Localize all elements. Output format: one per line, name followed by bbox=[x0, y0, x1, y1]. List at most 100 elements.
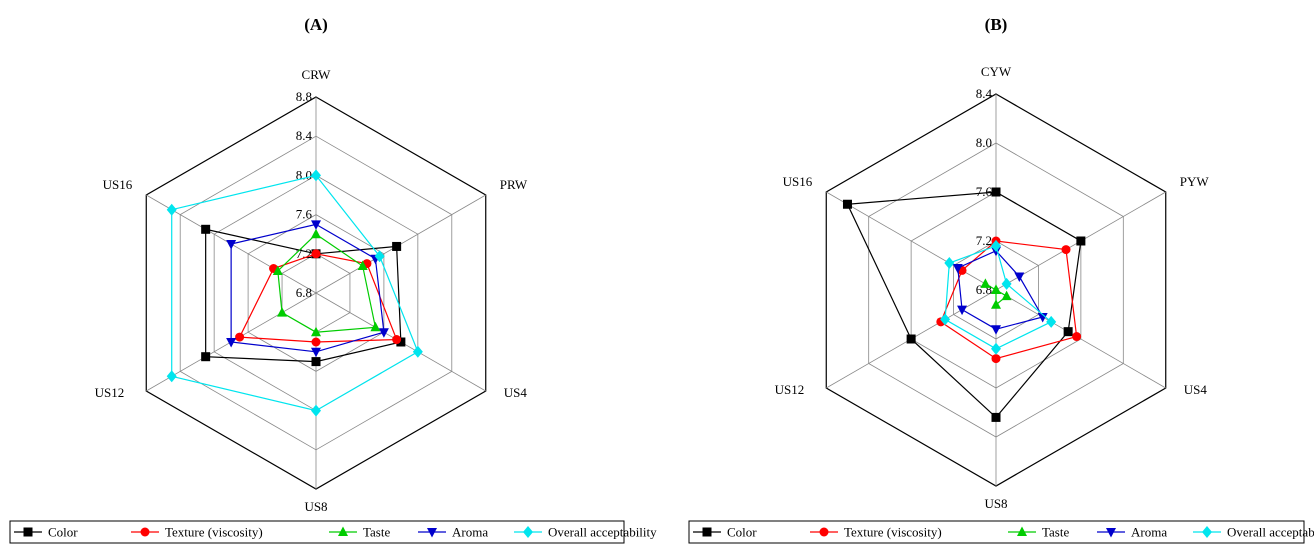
data-point-us12 bbox=[940, 313, 951, 326]
data-point-pyw bbox=[1001, 277, 1012, 290]
series-overall-acceptability bbox=[166, 169, 423, 417]
legend-box bbox=[9, 520, 625, 544]
data-point-pyw bbox=[1014, 272, 1025, 283]
data-point-us8 bbox=[311, 357, 321, 367]
legend: Color Texture (viscosity) Taste Aroma Overal… bbox=[688, 520, 1314, 544]
axis-label-us4: US4 bbox=[1184, 382, 1208, 397]
legend-marker bbox=[23, 527, 33, 537]
data-point-us16 bbox=[226, 240, 237, 250]
legend-marker bbox=[702, 527, 712, 537]
legend: Color Texture (viscosity) Taste Aroma Overal… bbox=[9, 520, 657, 544]
grid-spoke bbox=[826, 191, 997, 291]
axis-label-cyw: CYW bbox=[981, 64, 1012, 79]
data-point-prw bbox=[374, 250, 385, 263]
legend-marker bbox=[523, 526, 533, 538]
data-point-prw bbox=[392, 241, 402, 251]
data-point-us12 bbox=[277, 307, 288, 317]
tick-label: 8.8 bbox=[296, 89, 312, 104]
data-point-us16 bbox=[166, 203, 177, 216]
tick-label: 8.4 bbox=[976, 86, 993, 101]
axis-label-us8: US8 bbox=[984, 496, 1007, 511]
data-point-crw bbox=[311, 169, 321, 182]
data-point-us4 bbox=[1046, 315, 1057, 328]
legend-item-aroma: Aroma bbox=[1097, 525, 1167, 540]
data-point-us4 bbox=[1063, 327, 1073, 337]
axis-label-prw: PRW bbox=[500, 177, 528, 192]
legend-label: Color bbox=[727, 525, 757, 540]
data-point-us4 bbox=[1072, 332, 1082, 342]
legend-item-aroma: Aroma bbox=[418, 525, 488, 540]
legend-label: Taste bbox=[363, 525, 390, 540]
legend-label: Texture (viscosity) bbox=[165, 525, 263, 540]
data-point-us16 bbox=[842, 199, 852, 209]
axis-label-us12: US12 bbox=[95, 385, 125, 400]
axis-label-us16: US16 bbox=[103, 177, 133, 192]
data-point-us4 bbox=[396, 337, 406, 347]
legend-label: Taste bbox=[1042, 525, 1069, 540]
data-point-us8 bbox=[991, 325, 1001, 335]
panel-label: (A) bbox=[304, 15, 328, 34]
legend-marker bbox=[819, 527, 829, 537]
legend-marker bbox=[1106, 528, 1116, 538]
legend-marker bbox=[140, 527, 150, 537]
data-point-us12 bbox=[906, 334, 916, 344]
series-taste bbox=[272, 228, 381, 337]
tick-label: 7.2 bbox=[976, 233, 992, 248]
data-point-us4 bbox=[392, 335, 402, 345]
data-point-us4 bbox=[370, 321, 381, 332]
data-point-us8 bbox=[991, 412, 1001, 422]
data-point-us8 bbox=[311, 326, 321, 337]
tick-label: 8.4 bbox=[296, 128, 313, 143]
data-point-us8 bbox=[991, 354, 1001, 364]
data-point-us4 bbox=[1001, 290, 1012, 301]
legend-item-overall-acceptability: Overall acceptability bbox=[1193, 525, 1314, 540]
tick-label: 6.8 bbox=[296, 285, 312, 300]
axis-label-us12: US12 bbox=[775, 382, 805, 397]
data-point-us8 bbox=[311, 337, 321, 347]
series-taste bbox=[980, 278, 1012, 309]
panel-label: (B) bbox=[985, 15, 1008, 34]
axis-label-us16: US16 bbox=[783, 174, 813, 189]
axis-label-us8: US8 bbox=[304, 499, 327, 514]
series-texture-viscosity bbox=[235, 249, 402, 347]
tick-label: 8.0 bbox=[976, 135, 992, 150]
data-point-prw bbox=[357, 260, 368, 271]
data-point-us8 bbox=[311, 347, 321, 358]
data-point-crw bbox=[311, 228, 321, 239]
legend-marker bbox=[1202, 526, 1212, 538]
data-point-us8 bbox=[991, 299, 1001, 309]
data-point-us4 bbox=[1037, 312, 1048, 323]
radar-grid bbox=[145, 96, 487, 490]
legend-item-taste: Taste bbox=[329, 525, 390, 540]
data-point-pyw bbox=[1076, 236, 1086, 246]
legend-item-taste: Taste bbox=[1008, 525, 1069, 540]
radar-chart-a: (A)6.87.27.68.08.48.8CRWPRWUS4US8US12US1… bbox=[9, 15, 657, 544]
data-point-us16 bbox=[272, 265, 283, 275]
legend-item-color: Color bbox=[14, 525, 78, 540]
legend-box bbox=[688, 520, 1305, 544]
data-point-us16 bbox=[201, 224, 211, 234]
legend-label: Texture (viscosity) bbox=[844, 525, 942, 540]
legend-label: Color bbox=[48, 525, 78, 540]
data-point-us12 bbox=[226, 338, 237, 348]
data-point-us12 bbox=[201, 352, 211, 362]
legend-label: Overall acceptability bbox=[1227, 525, 1314, 540]
data-point-us8 bbox=[991, 342, 1001, 355]
tick-label: 7.6 bbox=[296, 207, 313, 222]
legend-item-texture-viscosity: Texture (viscosity) bbox=[131, 525, 263, 540]
data-point-us4 bbox=[412, 345, 423, 358]
series-overall-acceptability bbox=[940, 239, 1057, 355]
legend-item-texture-viscosity: Texture (viscosity) bbox=[810, 525, 942, 540]
legend-label: Aroma bbox=[1131, 525, 1167, 540]
data-point-us16 bbox=[952, 263, 963, 274]
legend-item-color: Color bbox=[693, 525, 757, 540]
legend-marker bbox=[338, 526, 348, 536]
series-aroma bbox=[226, 220, 389, 358]
radar-chart-b: (B)6.87.27.68.08.4CYWPYWUS4US8US12US16Co… bbox=[688, 15, 1314, 544]
series-color bbox=[842, 187, 1086, 422]
legend-marker bbox=[427, 528, 437, 538]
series-line bbox=[846, 191, 1082, 419]
data-point-us12 bbox=[235, 332, 245, 342]
data-point-cyw bbox=[991, 187, 1001, 197]
